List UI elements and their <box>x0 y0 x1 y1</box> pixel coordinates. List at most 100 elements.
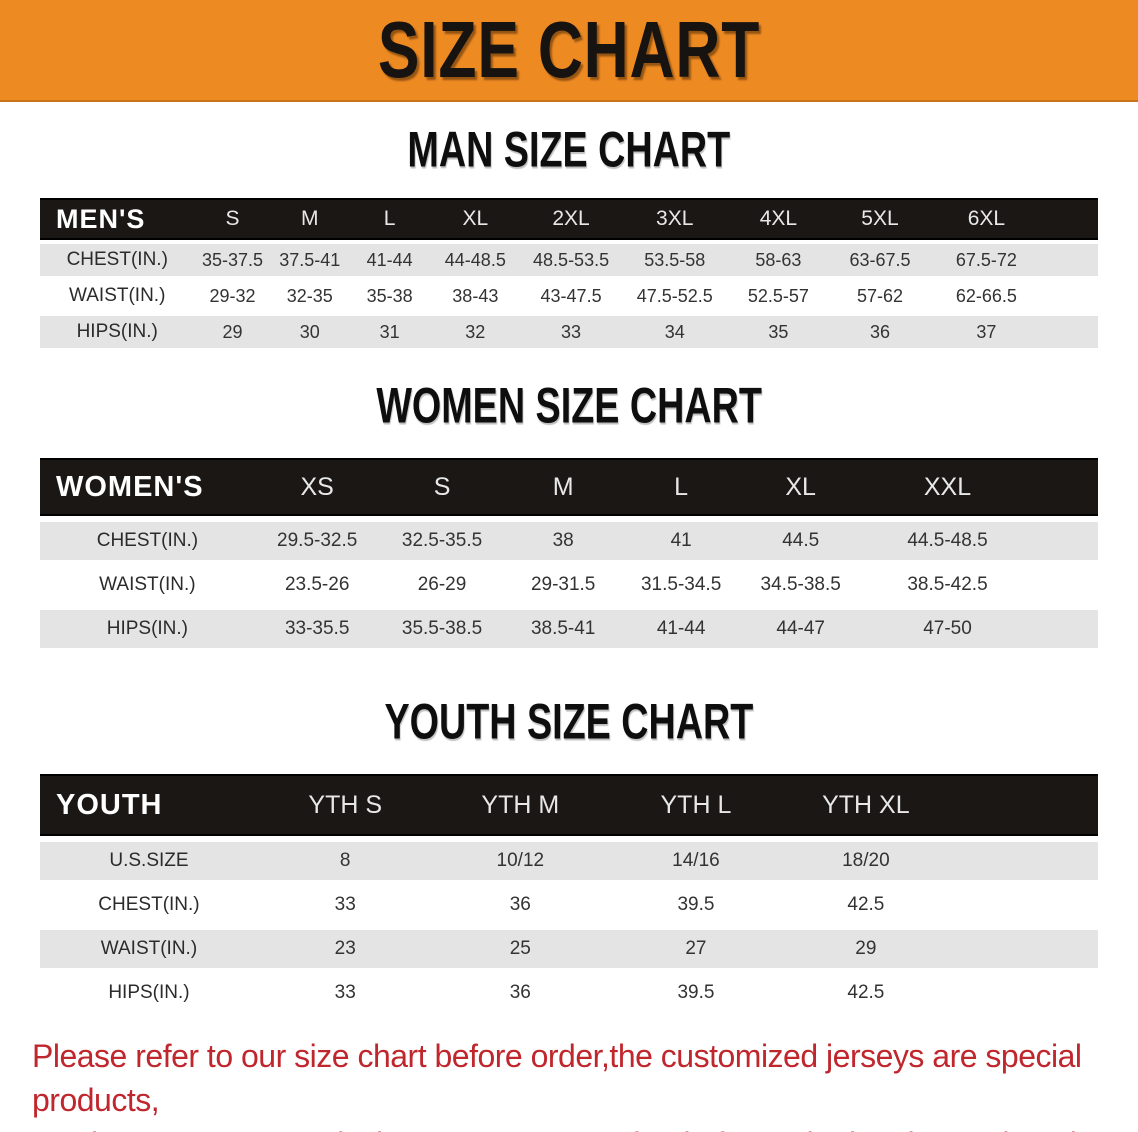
youth-size-chart-section: YOUTH SIZE CHART YOUTH YTH S YTH M YTH L YTH … <box>0 654 1138 1018</box>
size-value: 67.5-72 <box>930 244 1098 276</box>
table-header-row: YOUTH YTH S YTH M YTH L YTH XL <box>40 774 1098 836</box>
size-column-header: XL <box>740 458 861 516</box>
size-chart-sections: MAN SIZE CHART MEN'S S M L XL 2XL 3XL 4XL 5XL 6XL C… <box>0 102 1138 1018</box>
size-value: 58-63 <box>727 244 830 276</box>
size-value: 23 <box>257 930 433 968</box>
size-value: 52.5-57 <box>727 280 830 312</box>
size-column-header: 4XL <box>727 198 830 240</box>
size-value: 33 <box>520 316 622 348</box>
row-label: HIPS(IN.) <box>40 316 195 348</box>
size-value: 29-31.5 <box>504 566 622 604</box>
section-title-men: MAN SIZE CHART <box>0 102 1138 194</box>
row-label: HIPS(IN.) <box>40 974 258 1012</box>
table-row: CHEST(IN.) 29.5-32.5 32.5-35.5 38 41 44.5 44.5… <box>40 522 1098 560</box>
size-value: 35-38 <box>348 280 431 312</box>
row-label: CHEST(IN.) <box>40 244 195 276</box>
size-value: 10/12 <box>432 842 609 880</box>
size-value: 47-50 <box>860 610 1098 648</box>
size-column-header: S <box>194 198 271 240</box>
size-column-header: L <box>348 198 431 240</box>
size-value: 37 <box>930 316 1098 348</box>
size-column-header: XL <box>430 198 521 240</box>
row-label: WAIST(IN.) <box>40 280 195 312</box>
group-header-cell: WOMEN'S <box>40 458 255 516</box>
footer-note: Please refer to our size chart before or… <box>0 1034 1138 1132</box>
group-header-cell: YOUTH <box>40 774 258 836</box>
row-label: CHEST(IN.) <box>40 886 258 924</box>
size-value: 29 <box>783 930 1098 968</box>
size-column-header: M <box>504 458 622 516</box>
size-value: 8 <box>257 842 433 880</box>
size-value: 48.5-53.5 <box>520 244 622 276</box>
size-value: 53.5-58 <box>621 244 728 276</box>
size-column-header: M <box>270 198 349 240</box>
table-row: CHEST(IN.) 33 36 39.5 42.5 <box>40 886 1098 924</box>
size-value: 14/16 <box>608 842 784 880</box>
size-value: 36 <box>829 316 931 348</box>
men-size-chart-section: MAN SIZE CHART MEN'S S M L XL 2XL 3XL 4XL 5XL 6XL C… <box>0 102 1138 352</box>
size-column-header: 3XL <box>621 198 728 240</box>
table-header-row: MEN'S S M L XL 2XL 3XL 4XL 5XL 6XL <box>40 198 1098 240</box>
row-label: WAIST(IN.) <box>40 930 258 968</box>
size-value: 38.5-41 <box>504 610 622 648</box>
size-value: 26-29 <box>379 566 505 604</box>
section-title-text: YOUTH SIZE CHART <box>384 692 754 750</box>
table-row: WAIST(IN.) 23.5-26 26-29 29-31.5 31.5-34.5 34… <box>40 566 1098 604</box>
size-value: 18/20 <box>783 842 1098 880</box>
youth-size-table: YOUTH YTH S YTH M YTH L YTH XL U.S.SIZE 8 10/12… <box>40 768 1098 1018</box>
women-size-chart-section: WOMEN SIZE CHART WOMEN'S XS S M L XL XXL CHEST(I… <box>0 352 1138 654</box>
row-label: CHEST(IN.) <box>40 522 255 560</box>
footer-line-2: we don't accept cancel, change, teturn o… <box>32 1122 1106 1132</box>
table-row: HIPS(IN.) 29 30 31 32 33 34 35 36 37 <box>40 316 1098 348</box>
section-title-women: WOMEN SIZE CHART <box>0 352 1138 452</box>
size-column-header: 2XL <box>520 198 622 240</box>
size-column-header: YTH S <box>257 774 433 836</box>
size-column-header: S <box>379 458 505 516</box>
size-value: 23.5-26 <box>254 566 380 604</box>
size-value: 30 <box>270 316 349 348</box>
size-value: 34 <box>621 316 728 348</box>
size-value: 41 <box>621 522 741 560</box>
size-value: 38-43 <box>430 280 521 312</box>
size-value: 37.5-41 <box>270 244 349 276</box>
men-size-table: MEN'S S M L XL 2XL 3XL 4XL 5XL 6XL CHEST(IN.) 35-37… <box>40 194 1098 352</box>
women-size-table: WOMEN'S XS S M L XL XXL CHEST(IN.) 29.5-32.5 32.5… <box>40 452 1098 654</box>
size-value: 31.5-34.5 <box>621 566 741 604</box>
size-value: 27 <box>608 930 784 968</box>
size-column-header: XXL <box>860 458 1098 516</box>
size-value: 34.5-38.5 <box>740 566 861 604</box>
size-value: 42.5 <box>783 974 1098 1012</box>
size-value: 42.5 <box>783 886 1098 924</box>
size-value: 31 <box>348 316 431 348</box>
table-row: WAIST(IN.) 29-32 32-35 35-38 38-43 43-47.5 47.… <box>40 280 1098 312</box>
section-title-youth: YOUTH SIZE CHART <box>0 654 1138 768</box>
size-value: 38 <box>504 522 622 560</box>
size-value: 33 <box>257 974 433 1012</box>
size-value: 44-48.5 <box>430 244 521 276</box>
size-value: 35 <box>727 316 830 348</box>
size-value: 39.5 <box>608 886 784 924</box>
size-value: 44.5 <box>740 522 861 560</box>
table-row: CHEST(IN.) 35-37.5 37.5-41 41-44 44-48.5 48.5… <box>40 244 1098 276</box>
size-column-header: YTH XL <box>783 774 1098 836</box>
size-value: 44-47 <box>740 610 861 648</box>
size-value: 33-35.5 <box>254 610 380 648</box>
size-value: 29.5-32.5 <box>254 522 380 560</box>
size-value: 33 <box>257 886 433 924</box>
size-value: 36 <box>432 974 609 1012</box>
size-value: 29 <box>194 316 271 348</box>
section-title-text: WOMEN SIZE CHART <box>376 376 762 434</box>
size-value: 39.5 <box>608 974 784 1012</box>
row-label: HIPS(IN.) <box>40 610 255 648</box>
size-value: 47.5-52.5 <box>621 280 728 312</box>
size-column-header: 6XL <box>930 198 1098 240</box>
size-value: 63-67.5 <box>829 244 931 276</box>
table-header-row: WOMEN'S XS S M L XL XXL <box>40 458 1098 516</box>
table-row: U.S.SIZE 8 10/12 14/16 18/20 <box>40 842 1098 880</box>
size-value: 35.5-38.5 <box>379 610 505 648</box>
group-header-cell: MEN'S <box>40 198 195 240</box>
size-value: 38.5-42.5 <box>860 566 1098 604</box>
table-row: HIPS(IN.) 33-35.5 35.5-38.5 38.5-41 41-44 44-… <box>40 610 1098 648</box>
size-value: 57-62 <box>829 280 931 312</box>
